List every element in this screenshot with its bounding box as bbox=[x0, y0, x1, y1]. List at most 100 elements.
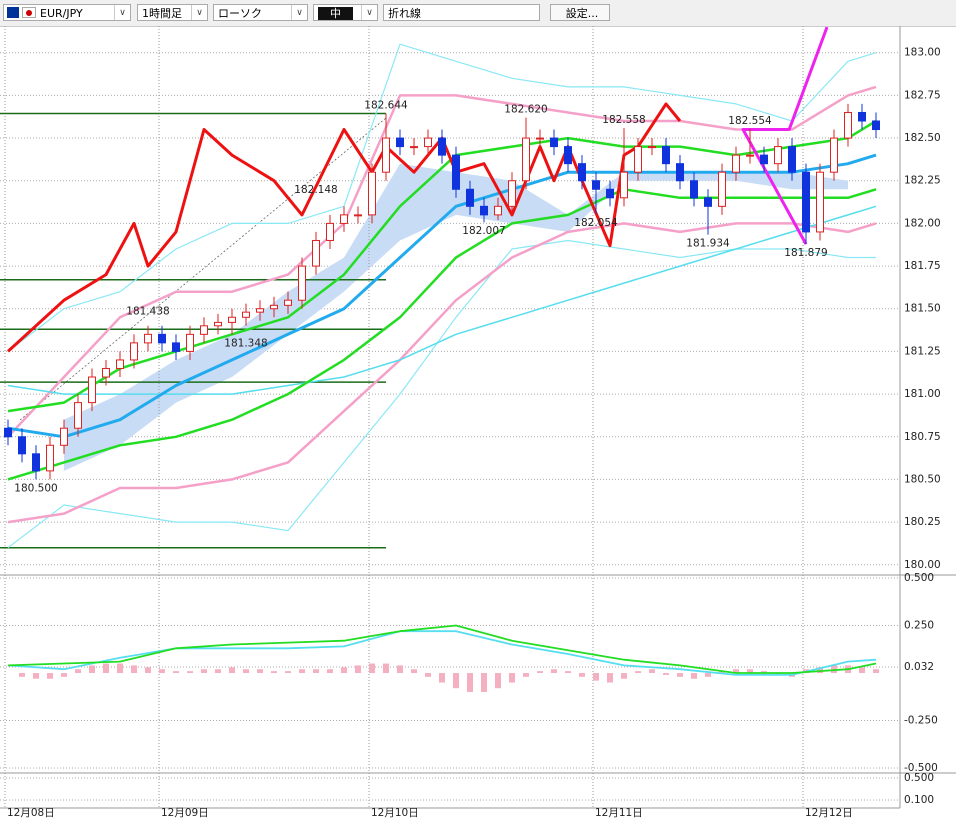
x-tick-label: 12月11日 bbox=[595, 807, 643, 819]
y-tick-label: 0.500 bbox=[904, 572, 934, 584]
chart-style: ローソク bbox=[218, 7, 262, 20]
histogram-bar bbox=[621, 673, 627, 679]
candle-body bbox=[564, 146, 572, 165]
price-annotation: 182.644 bbox=[364, 99, 408, 111]
histogram-bar bbox=[551, 669, 557, 674]
candle-body bbox=[102, 367, 110, 378]
candle-body bbox=[648, 146, 656, 149]
candle-body bbox=[396, 137, 404, 148]
candle-body bbox=[844, 111, 852, 139]
line-mode[interactable]: 折れ線 bbox=[383, 4, 540, 21]
histogram-bar bbox=[383, 663, 389, 674]
histogram-bar bbox=[19, 673, 25, 677]
style-select[interactable]: ローソク ∨ bbox=[213, 4, 308, 21]
histogram-bar bbox=[817, 667, 823, 674]
price-annotation: 181.934 bbox=[686, 238, 730, 250]
pair: EUR/JPY bbox=[40, 7, 83, 20]
candle-body bbox=[480, 205, 488, 216]
candle-body bbox=[242, 311, 250, 318]
candle-body bbox=[144, 333, 152, 344]
histogram-bar bbox=[649, 669, 655, 674]
histogram-bar bbox=[369, 663, 375, 674]
histogram-bar bbox=[341, 667, 347, 674]
indicator-line bbox=[6, 102, 682, 353]
timeframe-select[interactable]: 1時間足 ∨ bbox=[137, 4, 208, 21]
histogram-bar bbox=[859, 667, 865, 674]
histogram-bar bbox=[285, 671, 291, 674]
histogram-bar bbox=[663, 673, 669, 675]
histogram-bar bbox=[103, 663, 109, 674]
histogram-bar bbox=[47, 673, 53, 679]
size-select[interactable]: 中 ∨ bbox=[313, 4, 378, 21]
price-annotation: 181.348 bbox=[224, 338, 267, 350]
candle-body bbox=[200, 325, 208, 335]
candle-body bbox=[368, 171, 376, 216]
candle-body bbox=[550, 137, 558, 148]
candle-body bbox=[340, 214, 348, 224]
histogram-bar bbox=[75, 669, 81, 674]
candle-body bbox=[690, 180, 698, 199]
price-annotation: 181.879 bbox=[784, 247, 827, 259]
candle-body bbox=[816, 171, 824, 233]
y-tick-label: 0.032 bbox=[904, 661, 934, 673]
candle-body bbox=[298, 265, 306, 301]
trend-line bbox=[19, 117, 387, 421]
candle-body bbox=[172, 342, 180, 352]
price-annotation: 180.500 bbox=[14, 482, 57, 494]
histogram-bar bbox=[481, 673, 487, 693]
histogram-bar bbox=[229, 667, 235, 674]
histogram-bar bbox=[159, 669, 165, 674]
y-tick-label: 182.00 bbox=[904, 217, 941, 229]
histogram-bar bbox=[257, 669, 263, 674]
candle-body bbox=[732, 154, 740, 173]
histogram-bar bbox=[439, 673, 445, 683]
candle-body bbox=[256, 308, 264, 313]
candle-body bbox=[788, 146, 796, 173]
candle-body bbox=[494, 205, 502, 216]
settings-button[interactable]: 設定... bbox=[550, 4, 610, 21]
histogram-bar bbox=[425, 673, 431, 677]
price-annotation: 182.558 bbox=[602, 114, 645, 126]
histogram-bar bbox=[33, 673, 39, 679]
candle-body bbox=[4, 427, 12, 438]
candle-body bbox=[18, 436, 26, 455]
candle-body bbox=[354, 214, 362, 217]
y-tick-label: 183.00 bbox=[904, 47, 941, 59]
candle-body bbox=[46, 444, 54, 472]
candle-body bbox=[858, 111, 866, 122]
candle-body bbox=[760, 154, 768, 165]
pair-select[interactable]: EUR/JPY ∨ bbox=[3, 4, 131, 21]
y-tick-label: 0.500 bbox=[904, 772, 934, 784]
histogram-bar bbox=[705, 673, 711, 677]
histogram-bar bbox=[89, 665, 95, 674]
indicator-line bbox=[7, 624, 877, 674]
candle-body bbox=[704, 197, 712, 207]
y-tick-label: 181.25 bbox=[904, 345, 941, 357]
histogram-bar bbox=[397, 665, 403, 674]
candle-body bbox=[326, 222, 334, 241]
y-tick-label: 182.50 bbox=[904, 132, 941, 144]
histogram-bar bbox=[327, 669, 333, 674]
histogram-bar bbox=[411, 669, 417, 674]
y-tick-label: 181.75 bbox=[904, 260, 941, 272]
indicator-line bbox=[741, 26, 829, 245]
candle-body bbox=[718, 171, 726, 207]
histogram-bar bbox=[243, 669, 249, 674]
candle-body bbox=[32, 453, 40, 472]
y-tick-label: 0.250 bbox=[904, 620, 934, 632]
histogram-bar bbox=[747, 669, 753, 674]
candle-body bbox=[662, 146, 670, 165]
candle-body bbox=[634, 146, 642, 173]
histogram-bar bbox=[719, 671, 725, 674]
indicator-line bbox=[7, 153, 877, 439]
histogram-bar bbox=[775, 673, 781, 675]
histogram-bar bbox=[509, 673, 515, 683]
histogram-bar bbox=[313, 669, 319, 674]
y-tick-label: 180.25 bbox=[904, 516, 941, 528]
histogram-bar bbox=[537, 671, 543, 674]
candle-body bbox=[830, 137, 838, 173]
histogram-bar bbox=[131, 665, 137, 674]
candle-body bbox=[312, 239, 320, 267]
histogram-bar bbox=[691, 673, 697, 679]
